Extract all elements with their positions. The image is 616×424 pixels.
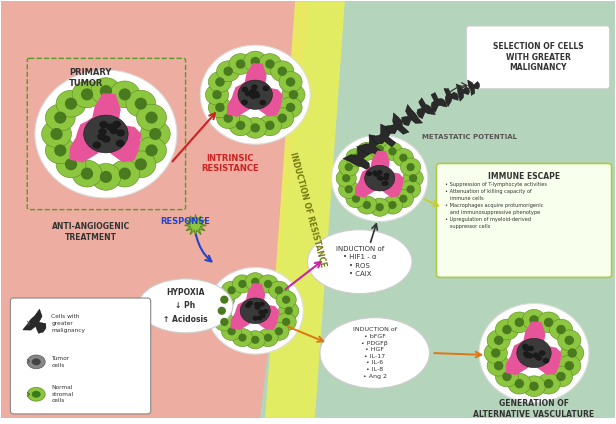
Ellipse shape [543, 358, 549, 363]
Ellipse shape [110, 160, 140, 187]
Ellipse shape [495, 366, 519, 387]
Ellipse shape [400, 158, 421, 176]
Polygon shape [343, 147, 370, 171]
Ellipse shape [110, 81, 140, 108]
Ellipse shape [502, 325, 512, 334]
Ellipse shape [241, 87, 248, 92]
Ellipse shape [91, 164, 121, 190]
Ellipse shape [137, 137, 166, 164]
Ellipse shape [270, 61, 294, 81]
Ellipse shape [238, 334, 246, 342]
Ellipse shape [220, 296, 229, 304]
Polygon shape [468, 80, 479, 95]
Ellipse shape [227, 286, 236, 294]
Text: INDUCTION of
• HIF1 - α
• ROS
• CAIX: INDUCTION of • HIF1 - α • ROS • CAIX [336, 246, 384, 277]
Text: ›: › [26, 317, 31, 330]
Ellipse shape [46, 137, 75, 164]
Ellipse shape [253, 316, 258, 321]
Ellipse shape [269, 322, 289, 340]
Ellipse shape [254, 302, 260, 307]
Ellipse shape [249, 88, 256, 94]
Ellipse shape [65, 98, 77, 110]
Ellipse shape [407, 163, 415, 171]
Ellipse shape [344, 185, 353, 193]
Text: ANTI-ANGIOGENIC
TREATMENT: ANTI-ANGIOGENIC TREATMENT [52, 222, 130, 242]
Ellipse shape [65, 158, 77, 170]
Ellipse shape [217, 307, 226, 315]
Ellipse shape [42, 120, 71, 148]
Polygon shape [185, 215, 206, 236]
Ellipse shape [255, 305, 261, 310]
Ellipse shape [269, 281, 289, 299]
Ellipse shape [383, 176, 389, 181]
Ellipse shape [564, 336, 574, 345]
Ellipse shape [224, 67, 233, 76]
Ellipse shape [487, 355, 510, 376]
Text: METASTATIC POTENTIAL: METASTATIC POTENTIAL [422, 134, 517, 140]
Polygon shape [456, 84, 469, 101]
Ellipse shape [276, 290, 296, 309]
Ellipse shape [352, 153, 360, 162]
Ellipse shape [116, 129, 125, 137]
Ellipse shape [264, 334, 272, 342]
Ellipse shape [370, 140, 390, 158]
FancyBboxPatch shape [436, 163, 612, 277]
Ellipse shape [208, 97, 232, 118]
Ellipse shape [549, 366, 572, 387]
Ellipse shape [145, 112, 158, 124]
Ellipse shape [220, 318, 229, 326]
Ellipse shape [244, 117, 267, 138]
Text: PRIMARY
TUMOR: PRIMARY TUMOR [69, 68, 111, 88]
Ellipse shape [245, 303, 251, 308]
Ellipse shape [383, 142, 403, 160]
Ellipse shape [320, 318, 429, 388]
Ellipse shape [259, 100, 266, 106]
Ellipse shape [282, 318, 290, 326]
Text: INDUCTION OF RESISTANCE: INDUCTION OF RESISTANCE [288, 151, 328, 268]
Ellipse shape [544, 318, 553, 327]
Ellipse shape [119, 167, 131, 180]
Ellipse shape [567, 349, 577, 358]
Ellipse shape [282, 84, 305, 105]
Ellipse shape [251, 57, 260, 66]
Ellipse shape [241, 99, 248, 105]
Ellipse shape [561, 343, 584, 363]
Text: SELECTION OF CELLS
WITH GREATER
MALIGNANCY: SELECTION OF CELLS WITH GREATER MALIGNAN… [493, 42, 583, 72]
Ellipse shape [251, 84, 257, 90]
Text: GENERATION OF
ALTERNATIVE VASCULATURE: GENERATION OF ALTERNATIVE VASCULATURE [474, 399, 594, 418]
Ellipse shape [393, 148, 413, 167]
Polygon shape [386, 113, 409, 134]
Ellipse shape [346, 148, 366, 167]
Ellipse shape [523, 351, 530, 357]
Polygon shape [230, 283, 279, 330]
Ellipse shape [81, 167, 93, 180]
Ellipse shape [549, 319, 572, 340]
Ellipse shape [214, 313, 235, 331]
Ellipse shape [517, 338, 551, 368]
Ellipse shape [278, 114, 287, 123]
Ellipse shape [529, 315, 539, 324]
Polygon shape [355, 151, 403, 198]
Ellipse shape [222, 281, 241, 299]
Ellipse shape [523, 346, 530, 351]
Ellipse shape [399, 153, 407, 162]
Ellipse shape [232, 275, 253, 293]
Ellipse shape [407, 185, 415, 193]
Text: Tumor
cells: Tumor cells [51, 356, 69, 368]
Ellipse shape [247, 301, 253, 306]
Ellipse shape [149, 128, 161, 140]
Ellipse shape [91, 78, 121, 104]
Ellipse shape [491, 349, 500, 358]
Ellipse shape [99, 121, 108, 128]
Ellipse shape [251, 336, 259, 344]
Ellipse shape [135, 98, 147, 110]
Ellipse shape [339, 180, 359, 198]
Ellipse shape [279, 97, 302, 118]
Ellipse shape [365, 165, 395, 191]
Ellipse shape [556, 372, 565, 381]
Ellipse shape [357, 196, 377, 214]
Ellipse shape [495, 319, 519, 340]
Text: HYPOXIA
↓ Ph
↑ Acidosis: HYPOXIA ↓ Ph ↑ Acidosis [163, 288, 208, 324]
Ellipse shape [72, 81, 102, 108]
